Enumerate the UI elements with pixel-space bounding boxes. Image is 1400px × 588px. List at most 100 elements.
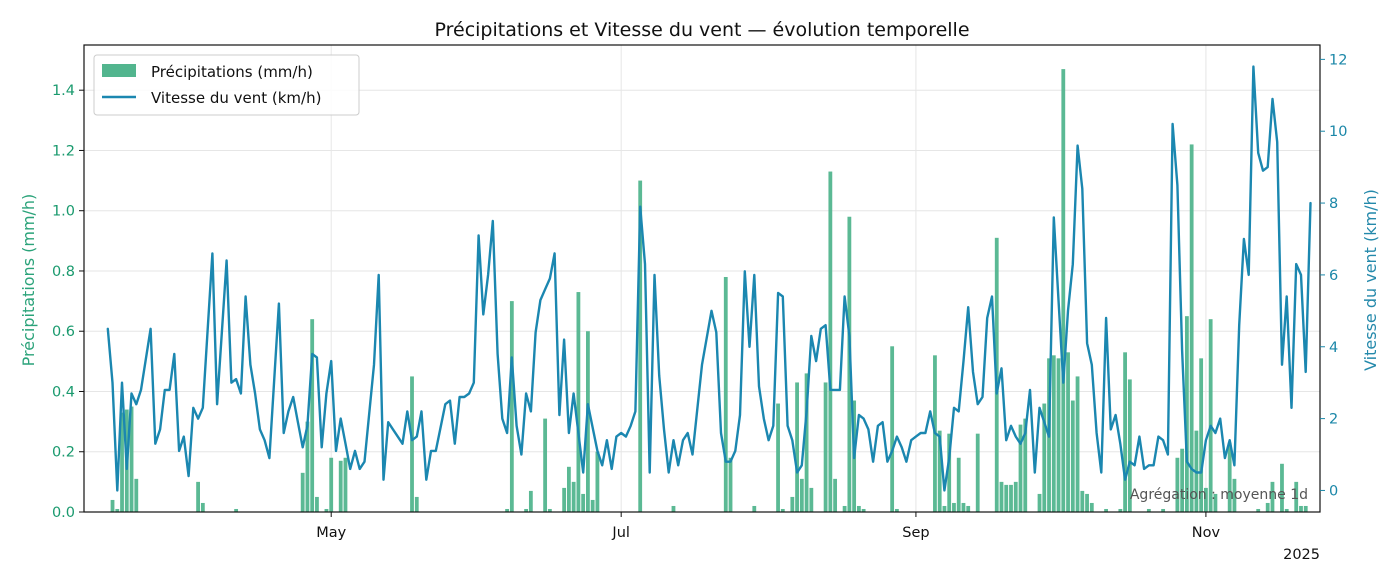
precip-bar: [790, 496, 795, 512]
x-axis: May Jul Sep Nov: [316, 512, 1220, 541]
precip-bar: [586, 331, 590, 512]
precip-bar: [728, 457, 733, 512]
legend-label-precip: Précipitations (mm/h): [151, 63, 313, 81]
precip-bar: [1080, 490, 1085, 512]
left-tick-label: 0.0: [52, 505, 75, 521]
x-tick-label: Sep: [902, 525, 929, 541]
precip-bar: [1061, 69, 1066, 513]
legend-label-wind: Vitesse du vent (km/h): [151, 89, 321, 107]
precip-bar: [315, 496, 319, 512]
precip-bar: [1270, 481, 1275, 512]
precip-bar: [410, 376, 414, 512]
precip-bar: [1037, 493, 1042, 512]
year-label: 2025: [1283, 547, 1320, 563]
precip-bar: [795, 382, 799, 512]
precip-bar: [1066, 352, 1070, 512]
y-axis-label-left: Précipitations (mm/h): [19, 194, 38, 367]
left-tick-label: 1.0: [52, 204, 75, 220]
precip-bar: [975, 433, 980, 512]
precip-bar: [129, 406, 134, 512]
precip-bar: [1294, 481, 1299, 512]
precip-bar: [110, 499, 115, 512]
precip-bar: [804, 373, 809, 512]
precip-bar: [890, 346, 895, 512]
precip-bar: [300, 472, 305, 512]
precip-bar: [809, 487, 814, 512]
precip-bar: [509, 301, 514, 512]
legend: Précipitations (mm/h) Vitesse du vent (k…: [93, 54, 360, 116]
precip-bar: [1265, 502, 1270, 512]
precip-bar: [861, 508, 866, 512]
precip-bar: [1013, 481, 1018, 512]
precip-bar: [1104, 508, 1108, 512]
right-tick-label: 4: [1329, 340, 1338, 356]
wind-line: [106, 65, 1312, 492]
precip-bar: [952, 502, 956, 512]
precip-bar: [115, 508, 120, 512]
left-tick-label: 0.8: [52, 264, 75, 280]
precip-bar: [842, 505, 847, 512]
precip-bar: [1199, 358, 1204, 512]
precip-bar: [1118, 508, 1123, 512]
precip-bar: [571, 481, 576, 512]
x-tick-label: Jul: [611, 525, 630, 541]
precip-bar: [1075, 376, 1080, 512]
precip-bar: [1051, 355, 1056, 512]
precip-bar: [799, 478, 804, 512]
right-tick-label: 6: [1329, 268, 1338, 284]
right-y-axis: 0 2 4 6 8 10 12: [1320, 52, 1347, 499]
precip-bar: [196, 481, 200, 512]
precip-bar: [576, 292, 581, 512]
precip-bar: [823, 382, 828, 512]
precip-bar: [999, 481, 1004, 512]
precip-bar: [966, 505, 971, 512]
precip-bar: [1232, 478, 1237, 512]
right-tick-label: 0: [1329, 483, 1338, 499]
precip-bar: [1089, 502, 1094, 512]
precip-bar: [524, 508, 529, 512]
precip-bar: [234, 508, 239, 512]
precip-bar: [590, 499, 595, 512]
chart-title: Précipitations et Vitesse du vent — évol…: [434, 19, 969, 41]
legend-swatch-precip: [102, 64, 136, 77]
right-tick-label: 12: [1329, 52, 1347, 68]
precip-bar: [833, 478, 838, 512]
right-tick-label: 2: [1329, 412, 1338, 428]
left-tick-label: 0.6: [52, 324, 75, 340]
precip-bar: [1042, 403, 1047, 512]
precip-bar: [780, 508, 785, 512]
precip-bar: [134, 478, 139, 512]
precip-bar: [1085, 493, 1089, 512]
precip-bar: [1189, 144, 1194, 512]
precip-bar: [1127, 379, 1132, 512]
legend-box: [93, 54, 360, 116]
precip-bar: [1213, 493, 1218, 512]
precip-bar: [543, 418, 548, 512]
precip-bar: [895, 508, 899, 512]
precip-bar: [961, 502, 966, 512]
precip-bar: [1280, 463, 1284, 512]
left-tick-label: 0.2: [52, 445, 75, 461]
precip-bar: [937, 430, 942, 512]
precip-bar: [581, 493, 586, 512]
left-tick-label: 1.4: [52, 83, 75, 99]
plot-frame: [83, 44, 1321, 513]
precip-bar: [547, 508, 552, 512]
precip-bar: [1227, 442, 1232, 512]
precip-bar: [1299, 505, 1303, 512]
precip-bar: [528, 490, 533, 512]
x-tick-label: May: [316, 525, 346, 541]
precip-bar: [566, 466, 571, 512]
precip-bar: [343, 457, 348, 512]
precip-bar: [1175, 457, 1180, 512]
precip-bar: [956, 457, 961, 512]
right-tick-label: 8: [1329, 196, 1338, 212]
precip-bar: [1009, 484, 1013, 512]
precip-bars: [110, 69, 1308, 513]
precip-bar: [1208, 319, 1213, 512]
precip-bar: [120, 412, 124, 512]
precip-bar: [324, 508, 329, 512]
precip-bar: [310, 319, 315, 512]
aggregation-annotation: Agrégation : moyenne 1d: [1130, 487, 1308, 503]
